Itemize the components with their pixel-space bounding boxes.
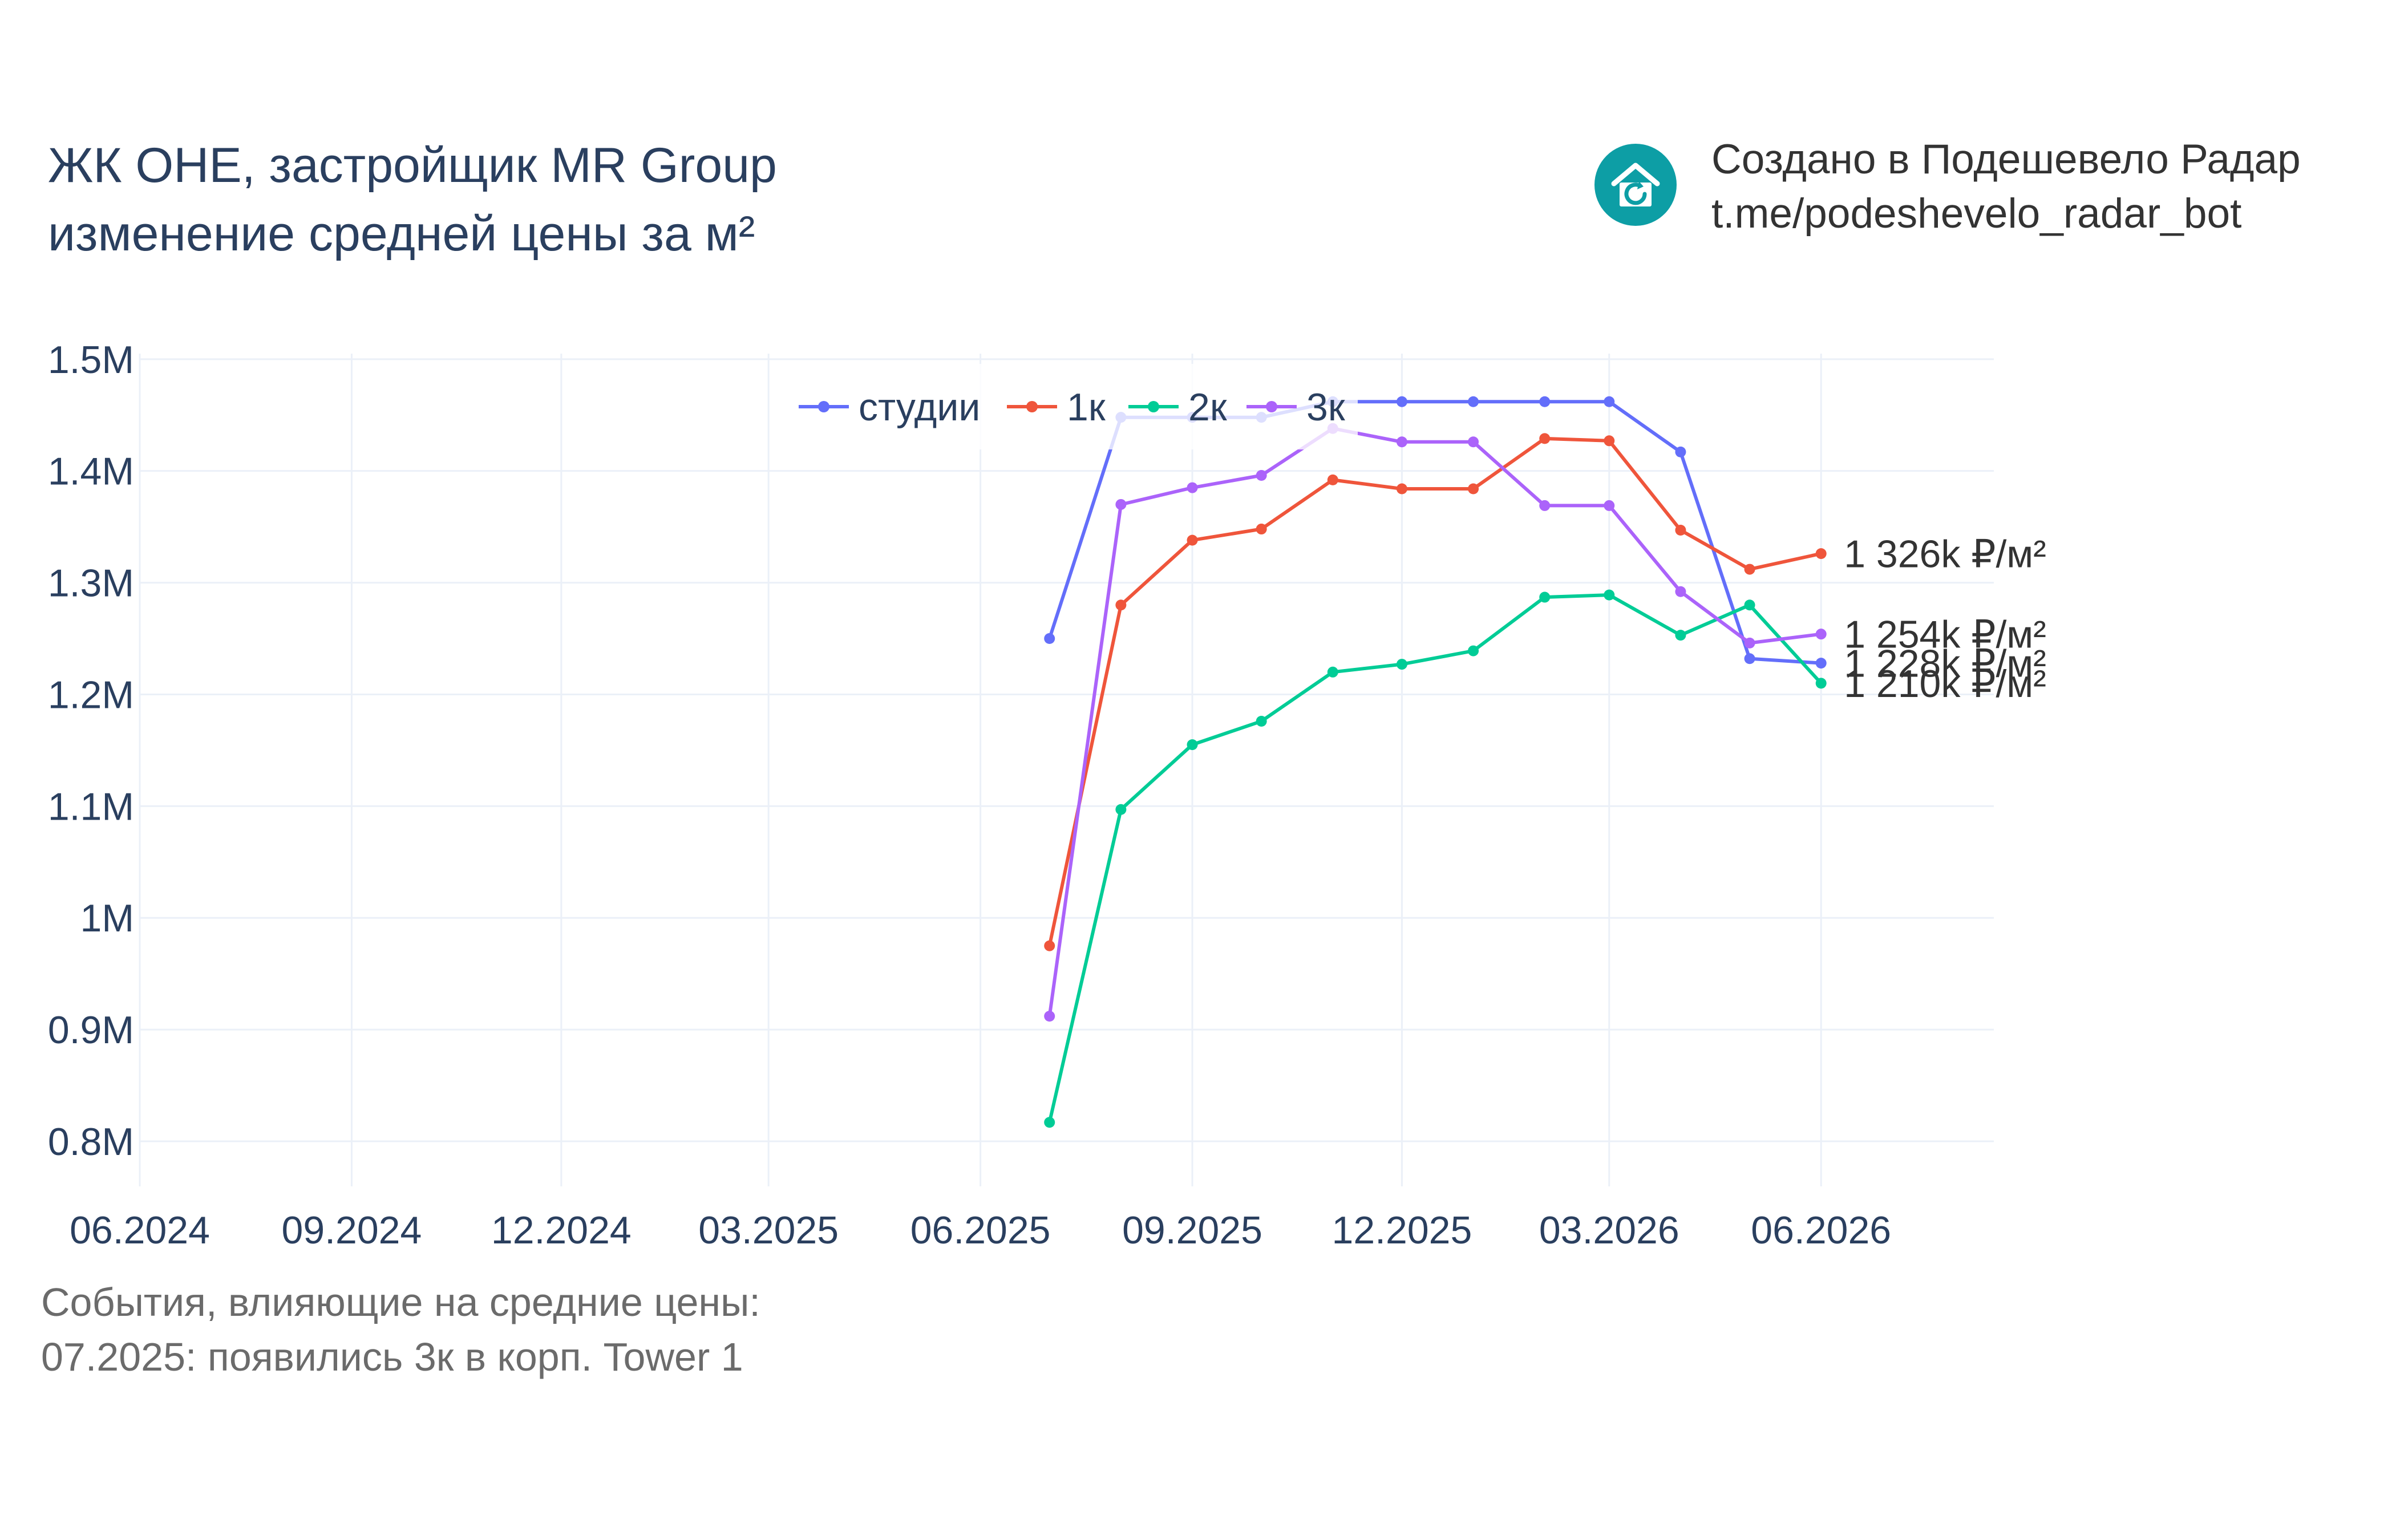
event-item: 07.2025: появились 3к в корп. Tower 1 bbox=[41, 1335, 743, 1379]
x-axis-ticks: 06.2024 09.2024 12.2024 03.2025 06.2025 09.20… bbox=[70, 1209, 1891, 1252]
legend-label: 3к bbox=[1306, 386, 1346, 429]
y-tick-label: 1.4M bbox=[48, 450, 134, 493]
data-point bbox=[1604, 435, 1615, 447]
data-point bbox=[1539, 500, 1551, 511]
data-point bbox=[1396, 483, 1407, 495]
data-point bbox=[1744, 653, 1755, 664]
chart-title-line2: изменение средней цены за м² bbox=[48, 206, 755, 261]
data-point bbox=[1187, 739, 1198, 751]
x-tick-label: 09.2024 bbox=[282, 1209, 422, 1252]
data-point bbox=[1256, 470, 1267, 481]
series-line-1к bbox=[1047, 436, 1822, 946]
data-point bbox=[1044, 1117, 1055, 1128]
data-point bbox=[1044, 940, 1055, 951]
data-point bbox=[1468, 483, 1479, 495]
data-point bbox=[1675, 586, 1686, 597]
data-point bbox=[1744, 637, 1755, 649]
chart-series bbox=[1044, 396, 1827, 1128]
end-labels: 1 228k ₽/м² 1 326k ₽/м² 1 210k ₽/м² 1 254k … bbox=[1844, 533, 2046, 706]
data-point bbox=[1539, 591, 1551, 603]
data-point bbox=[1468, 645, 1479, 656]
legend-item-3к[interactable]: 3к bbox=[1246, 386, 1346, 429]
x-tick-label: 09.2025 bbox=[1122, 1209, 1262, 1252]
end-label-2к: 1 210k ₽/м² bbox=[1844, 662, 2046, 706]
data-point bbox=[1256, 715, 1267, 727]
y-tick-label: 1.3M bbox=[48, 562, 134, 605]
data-point bbox=[1256, 524, 1267, 535]
data-point bbox=[1815, 548, 1827, 560]
legend-item-2к[interactable]: 2к bbox=[1128, 386, 1228, 429]
data-point bbox=[1604, 500, 1615, 511]
x-tick-label: 03.2025 bbox=[698, 1209, 839, 1252]
series-line-3к bbox=[1047, 427, 1822, 1017]
x-tick-label: 06.2024 bbox=[70, 1209, 210, 1252]
data-point bbox=[1468, 396, 1479, 407]
data-point bbox=[1815, 678, 1827, 689]
data-point bbox=[1187, 534, 1198, 546]
data-point bbox=[1744, 564, 1755, 575]
chart-title: ЖК ОНЕ, застройщик MR Group изменение ср… bbox=[48, 131, 777, 268]
data-point bbox=[1675, 446, 1686, 457]
y-axis-ticks: 0.8M 0.9M 1M 1.1M 1.2M 1.3M 1.4M 1.5M bbox=[48, 338, 134, 1164]
house-refresh-icon bbox=[1594, 144, 1677, 226]
end-label-1к: 1 326k ₽/м² bbox=[1844, 533, 2046, 576]
y-tick-label: 1.2M bbox=[48, 673, 134, 716]
series-line-2к bbox=[1047, 593, 1823, 1123]
data-point bbox=[1539, 433, 1551, 444]
data-point bbox=[1396, 396, 1407, 407]
x-tick-label: 12.2024 bbox=[491, 1209, 632, 1252]
brand-line1: Создано в Подешевело Радар bbox=[1711, 136, 2301, 183]
legend-label: 1к bbox=[1067, 386, 1106, 429]
data-point bbox=[1396, 436, 1407, 448]
data-point bbox=[1604, 396, 1615, 407]
end-label-студии: 1 228k ₽/м² bbox=[1844, 642, 2046, 686]
x-tick-label: 03.2026 bbox=[1539, 1209, 1679, 1252]
data-point bbox=[1744, 599, 1755, 611]
chart-legend: студии 1к 2к 3к bbox=[786, 364, 1358, 449]
data-point bbox=[1539, 396, 1551, 407]
chart-grid bbox=[139, 354, 1994, 1186]
data-point bbox=[1396, 659, 1407, 670]
legend-label: студии bbox=[859, 386, 980, 429]
data-point bbox=[1044, 633, 1055, 645]
y-tick-label: 1.5M bbox=[48, 338, 134, 382]
y-tick-label: 1.1M bbox=[48, 785, 134, 828]
x-tick-label: 06.2025 bbox=[910, 1209, 1051, 1252]
data-point bbox=[1468, 436, 1479, 448]
data-point bbox=[1815, 629, 1827, 640]
data-point bbox=[1604, 589, 1615, 601]
brand-link[interactable]: t.me/podeshevelo_radar_bot bbox=[1711, 191, 2242, 237]
x-tick-label: 06.2026 bbox=[1751, 1209, 1891, 1252]
data-point bbox=[1115, 499, 1127, 510]
end-label-3к: 1 254k ₽/м² bbox=[1844, 613, 2046, 656]
legend-label: 2к bbox=[1188, 386, 1228, 429]
data-point bbox=[1115, 599, 1127, 611]
y-tick-label: 0.9M bbox=[48, 1008, 134, 1052]
brand-block: Создано в Подешевело Радар t.me/podeshev… bbox=[1594, 132, 2365, 237]
events-heading: События, влияющие на средние цены: bbox=[41, 1280, 760, 1324]
brand-text: Создано в Подешевело Радар t.me/podeshev… bbox=[1711, 132, 2301, 241]
events-block: События, влияющие на средние цены: 07.20… bbox=[41, 1275, 760, 1384]
y-tick-label: 0.8M bbox=[48, 1120, 134, 1164]
x-tick-label: 12.2025 bbox=[1332, 1209, 1472, 1252]
legend-item-студии[interactable]: студии bbox=[799, 386, 980, 429]
data-point bbox=[1187, 482, 1198, 493]
data-point bbox=[1115, 804, 1127, 815]
data-point bbox=[1675, 525, 1686, 536]
y-tick-label: 1M bbox=[80, 897, 134, 940]
legend-item-1к[interactable]: 1к bbox=[1007, 386, 1106, 429]
data-point bbox=[1327, 474, 1338, 485]
chart-title-line1: ЖК ОНЕ, застройщик MR Group bbox=[48, 138, 777, 193]
data-point bbox=[1815, 658, 1827, 669]
data-point bbox=[1327, 666, 1338, 678]
data-point bbox=[1044, 1011, 1055, 1022]
data-point bbox=[1675, 630, 1686, 641]
